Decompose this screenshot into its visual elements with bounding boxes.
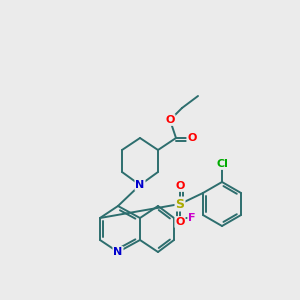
Text: S: S (176, 197, 184, 211)
Text: Cl: Cl (216, 159, 228, 169)
Text: O: O (165, 115, 175, 125)
Text: F: F (188, 213, 196, 223)
Text: N: N (113, 247, 123, 257)
Text: O: O (175, 181, 185, 191)
Text: N: N (135, 180, 145, 190)
Text: O: O (175, 217, 185, 227)
Text: O: O (187, 133, 197, 143)
